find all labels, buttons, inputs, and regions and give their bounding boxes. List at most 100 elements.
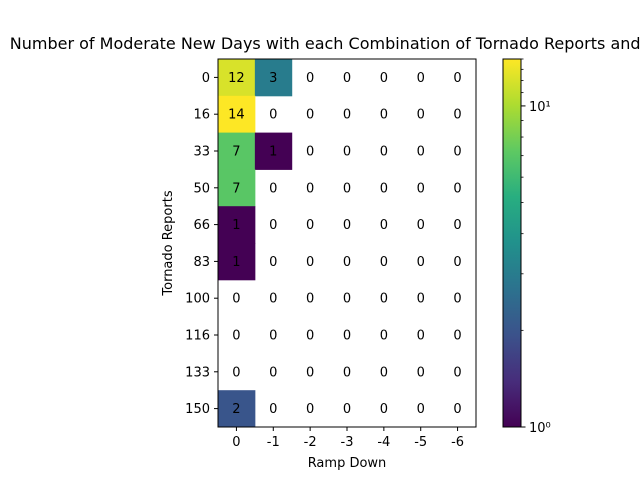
cell-value-label: 0 [417, 292, 425, 307]
cell-value-label: 0 [232, 292, 240, 307]
cell-value-label: 14 [228, 108, 245, 123]
chart-title: Number of Moderate New Days with each Co… [10, 34, 640, 53]
x-tick-label: -3 [341, 435, 354, 450]
cell-value-label: 0 [417, 329, 425, 344]
cell-value-label: 0 [417, 365, 425, 380]
cell-value-label: 0 [453, 71, 461, 86]
cell-value-label: 0 [306, 181, 314, 196]
cell-value-label: 0 [269, 329, 277, 344]
x-axis-ticks: 0 -1 -2 -3 -4 -5 -6 [232, 427, 464, 450]
cell-value-label: 1 [232, 218, 240, 233]
y-tick-label: 83 [193, 255, 210, 270]
cell-value-label: 0 [269, 255, 277, 270]
cell-value-label: 0 [453, 329, 461, 344]
cell-value-label: 0 [417, 255, 425, 270]
cell-value-label: 0 [417, 145, 425, 160]
cell-value-label: 0 [306, 145, 314, 160]
x-axis-label: Ramp Down [308, 456, 387, 471]
cell-value-label: 0 [306, 108, 314, 123]
y-tick-label: 50 [193, 181, 210, 196]
heatmap-cell [254, 59, 293, 97]
cell-value-label: 0 [306, 292, 314, 307]
y-tick-label: 0 [202, 71, 210, 86]
colorbar-tick-label: 10¹ [529, 100, 551, 115]
cell-value-label: 1 [232, 255, 240, 270]
cell-value-label: 0 [269, 365, 277, 380]
cell-value-label: 12 [228, 71, 245, 86]
cell-value-label: 0 [380, 71, 388, 86]
colorbar-ticks: 10¹ 10⁰ [521, 58, 551, 436]
heatmap-cell [218, 95, 256, 134]
cell-value-label: 0 [453, 218, 461, 233]
cell-value-label: 0 [380, 402, 388, 417]
colorbar [502, 58, 522, 428]
cell-value-label: 0 [269, 402, 277, 417]
heatmap-cell [218, 390, 256, 428]
cell-value-label: 0 [343, 292, 351, 307]
y-tick-label: 66 [193, 218, 210, 233]
cell-value-label: 0 [306, 71, 314, 86]
cell-value-label: 0 [380, 145, 388, 160]
heatmap-cell [218, 169, 256, 207]
y-tick-label: 16 [193, 108, 210, 123]
y-tick-label: 116 [185, 329, 210, 344]
cell-value-label: 0 [306, 329, 314, 344]
y-axis-ticks: 0 16 33 50 66 83 100 116 133 150 [185, 71, 218, 417]
heatmap-cell [218, 59, 256, 97]
cell-value-label: 0 [343, 108, 351, 123]
x-tick-label: -4 [377, 435, 390, 450]
cell-value-label: 0 [343, 365, 351, 380]
cell-value-label: 0 [232, 329, 240, 344]
cell-value-label: 1 [269, 145, 277, 160]
cell-value-label: 0 [343, 145, 351, 160]
cell-value-label: 0 [232, 365, 240, 380]
cell-value-label: 0 [269, 108, 277, 123]
cell-value-label: 0 [306, 218, 314, 233]
x-tick-label: 0 [232, 435, 240, 450]
cell-value-label: 0 [453, 108, 461, 123]
heatmap-cell [254, 132, 293, 170]
cell-value-label: 0 [453, 255, 461, 270]
cell-value-label: 7 [232, 145, 240, 160]
heatmap-cell [218, 132, 256, 170]
cell-value-label: 0 [380, 255, 388, 270]
cell-value-label: 0 [269, 181, 277, 196]
y-tick-label: 33 [193, 145, 210, 160]
cell-value-label: 0 [343, 181, 351, 196]
cell-value-label: 0 [343, 71, 351, 86]
cell-value-label: 0 [417, 181, 425, 196]
cell-value-label: 0 [380, 181, 388, 196]
cell-value-label: 7 [232, 181, 240, 196]
cell-value-label: 0 [306, 402, 314, 417]
y-tick-label: 133 [185, 365, 210, 380]
cell-value-label: 0 [380, 218, 388, 233]
cell-value-label: 0 [380, 108, 388, 123]
heatmap-cell [218, 243, 256, 281]
y-axis-label: Tornado Reports [161, 190, 176, 296]
cell-value-label: 0 [306, 365, 314, 380]
cell-value-label: 0 [380, 365, 388, 380]
cell-value-label: 0 [453, 402, 461, 417]
cell-value-label: 0 [380, 329, 388, 344]
cell-value-label: 0 [343, 218, 351, 233]
cell-value-label: 0 [269, 218, 277, 233]
heatmap-cell [218, 206, 256, 244]
colorbar-tick-label: 10⁰ [529, 421, 551, 436]
cell-value-label: 0 [343, 329, 351, 344]
cell-value-label: 0 [343, 255, 351, 270]
cell-value-label: 0 [453, 365, 461, 380]
heatmap-cell-labels: 12 3 0 0 0 0 0 14 0 0 0 0 0 0 7 1 0 0 0 0 0 7 0 0 0 0 0 0 1 0 0 0 0 0 0 1 0 0… [228, 71, 462, 417]
x-tick-label: -5 [414, 435, 427, 450]
cell-value-label: 0 [417, 402, 425, 417]
cell-value-label: 0 [343, 402, 351, 417]
x-tick-label: -1 [267, 435, 280, 450]
cell-value-label: 0 [453, 145, 461, 160]
x-tick-label: -2 [304, 435, 317, 450]
cell-value-label: 0 [417, 218, 425, 233]
cell-value-label: 0 [269, 292, 277, 307]
cell-value-label: 0 [417, 71, 425, 86]
cell-value-label: 2 [232, 402, 240, 417]
cell-value-label: 0 [380, 292, 388, 307]
cell-value-label: 3 [269, 71, 277, 86]
x-tick-label: -6 [451, 435, 464, 450]
